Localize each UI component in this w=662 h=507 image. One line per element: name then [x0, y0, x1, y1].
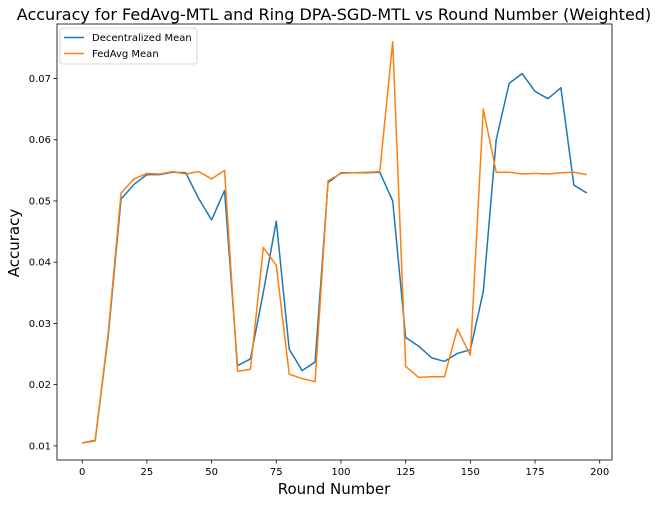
x-axis: 0 25 50 75 100 125 150 175 200 — [79, 460, 609, 478]
series-decentralized-mean — [82, 72, 588, 444]
legend-label-decentralized: Decentralized Mean — [92, 33, 192, 44]
y-axis: 0.01 0.02 0.03 0.04 0.05 0.06 0.07 — [29, 74, 57, 452]
series-fedavg-mean — [82, 41, 587, 444]
x-tick-label: 150 — [461, 467, 480, 478]
series-line-decentralized-mean — [82, 72, 588, 444]
x-tick-label: 200 — [590, 467, 609, 478]
series-line-fedavg-mean — [82, 41, 587, 444]
legend-box — [59, 27, 198, 65]
plot-frame — [56, 23, 613, 461]
x-tick-label: 75 — [270, 467, 283, 478]
y-tick-label: 0.07 — [29, 74, 51, 85]
legend-label-fedavg: FedAvg Mean — [92, 49, 159, 60]
y-tick-label: 0.01 — [29, 441, 51, 452]
x-tick-label: 100 — [331, 467, 350, 478]
y-tick-label: 0.06 — [29, 135, 51, 146]
x-tick-label: 50 — [205, 467, 218, 478]
chart-title: Accuracy for FedAvg-MTL and Ring DPA-SGD… — [17, 5, 651, 24]
x-tick-label: 175 — [525, 467, 544, 478]
x-tick-label: 0 — [79, 467, 85, 478]
x-axis-title: Round Number — [278, 480, 391, 498]
x-tick-label: 25 — [141, 467, 154, 478]
y-tick-label: 0.04 — [29, 258, 51, 269]
y-tick-label: 0.05 — [29, 196, 51, 207]
series-layer — [82, 41, 588, 444]
y-axis-title: Accuracy — [5, 209, 23, 278]
x-tick-label: 125 — [396, 467, 415, 478]
y-tick-label: 0.03 — [29, 319, 51, 330]
legend: Decentralized Mean FedAvg Mean — [59, 27, 198, 65]
y-tick-label: 0.02 — [29, 380, 51, 391]
